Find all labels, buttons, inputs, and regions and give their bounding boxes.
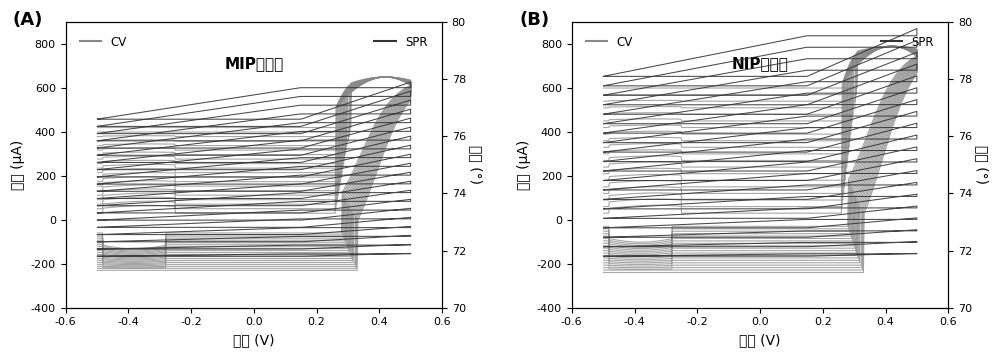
X-axis label: 电位 (V): 电位 (V) (233, 333, 275, 347)
X-axis label: 电位 (V): 电位 (V) (739, 333, 781, 347)
Text: NIP纳米膜: NIP纳米膜 (732, 57, 788, 71)
Y-axis label: 角度 (°): 角度 (°) (975, 145, 989, 184)
Legend: SPR: SPR (370, 31, 432, 53)
Y-axis label: 电流 (μA): 电流 (μA) (11, 140, 25, 190)
Text: MIP纳米膜: MIP纳米膜 (224, 57, 283, 71)
Legend: SPR: SPR (876, 31, 939, 53)
Text: (B): (B) (519, 11, 549, 29)
Y-axis label: 角度 (°): 角度 (°) (469, 145, 483, 184)
Text: (A): (A) (13, 11, 43, 29)
Y-axis label: 电流 (μA): 电流 (μA) (517, 140, 531, 190)
